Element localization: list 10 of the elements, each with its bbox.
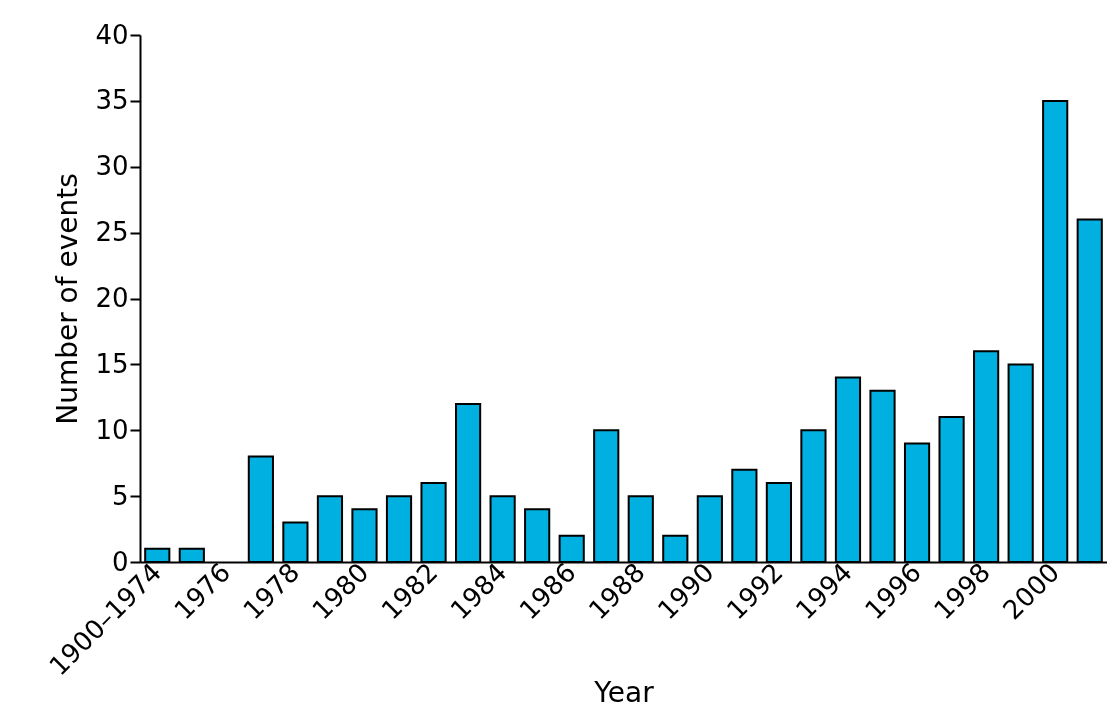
x-axis-title: Year [593, 676, 655, 710]
y-tick-label: 40 [95, 19, 129, 50]
y-tick-label: 15 [95, 348, 129, 379]
y-axis-title: Number of events [51, 173, 85, 425]
y-tick-label: 10 [95, 414, 129, 445]
y-tick-label: 20 [95, 283, 129, 313]
y-tick-label: 25 [95, 217, 129, 248]
y-tick-label: 30 [95, 151, 129, 182]
y-tick-label: 35 [95, 85, 129, 116]
y-tick-label: 5 [111, 480, 129, 511]
